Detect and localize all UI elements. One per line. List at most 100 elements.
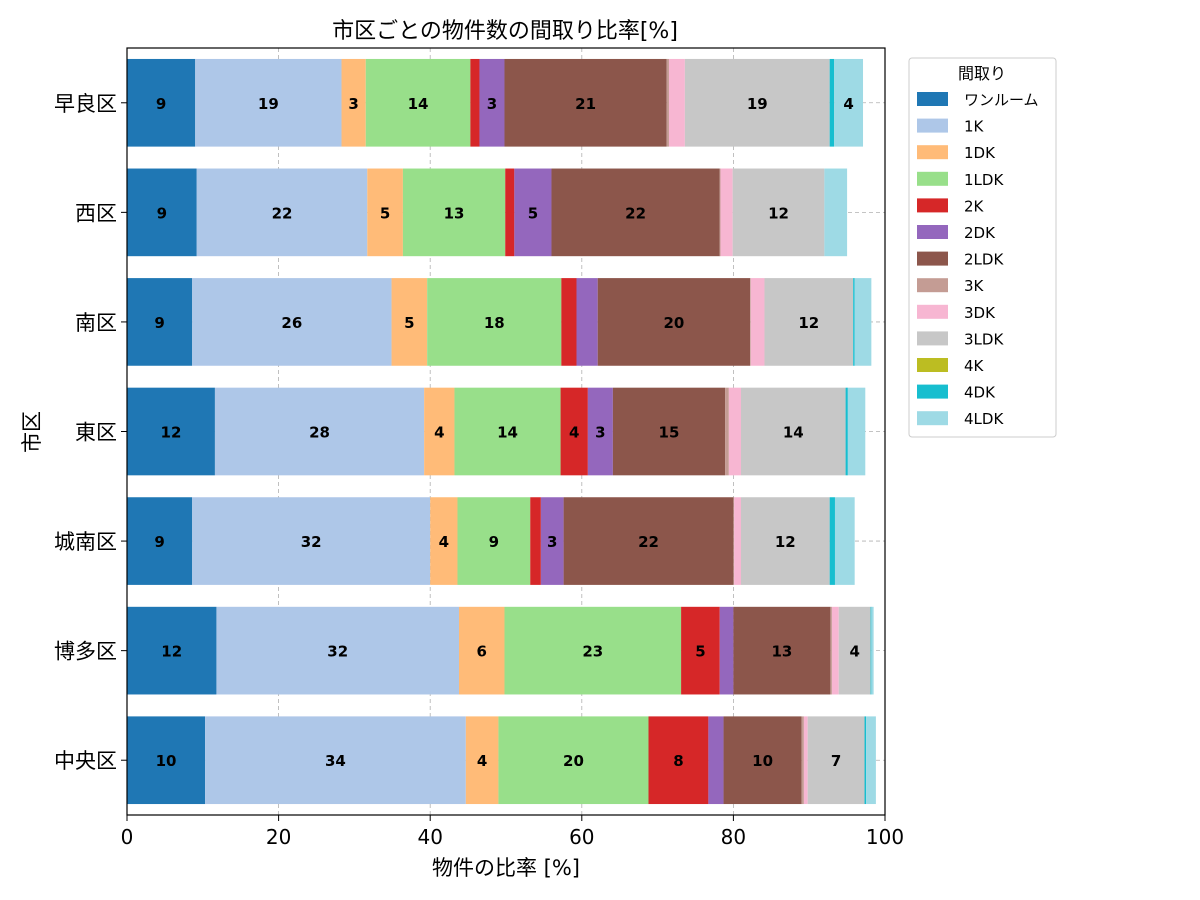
legend-label: 3DK	[964, 304, 996, 322]
data-label: 32	[327, 643, 348, 661]
bar-segment	[479, 58, 505, 147]
data-label: 5	[404, 314, 414, 332]
legend-label: 3K	[964, 277, 985, 295]
bar-segment	[725, 387, 729, 476]
bar-segment	[430, 497, 458, 585]
data-label: 9	[154, 533, 164, 551]
legend-swatch	[917, 384, 948, 399]
data-label: 12	[775, 533, 796, 551]
data-label: 12	[161, 643, 182, 661]
bar-segment	[514, 168, 552, 257]
y-axis-ticks: 中央区 博多区 城南区 東区 南区 西区 早良区	[54, 92, 127, 773]
bar-segment	[708, 716, 724, 805]
data-label: 5	[380, 204, 390, 222]
bar-segment	[723, 716, 802, 805]
data-label: 20	[663, 314, 684, 332]
bar-segment	[871, 606, 874, 695]
bar-segment	[127, 497, 193, 585]
bar-segment	[854, 278, 872, 366]
data-label: 9	[154, 314, 164, 332]
bar-segment	[560, 387, 588, 476]
data-label: 4	[434, 424, 444, 442]
bar-segment	[831, 606, 839, 695]
x-axis-label: 物件の比率 [%]	[432, 856, 580, 880]
bar-segment	[530, 497, 541, 585]
x-axis-ticks: 0 20 40 60 80 100	[121, 815, 904, 849]
bar-segment	[853, 278, 855, 366]
bar-segment	[470, 58, 480, 147]
data-label: 34	[325, 752, 346, 770]
data-label: 3	[487, 95, 497, 113]
bar-segment	[454, 387, 561, 476]
bar-segment	[563, 497, 734, 585]
data-label: 20	[563, 752, 584, 770]
bar-segment	[666, 58, 669, 147]
bar-segment	[719, 606, 734, 695]
legend-label: 1LDK	[964, 171, 1004, 189]
bar-segment	[127, 606, 217, 695]
chart-title: 市区ごとの物件数の間取り比率[%]	[332, 19, 678, 44]
legend-label: 4K	[964, 357, 985, 375]
data-label: 3	[595, 424, 605, 442]
x-tick-label: 0	[121, 825, 134, 849]
bar-segment	[612, 387, 726, 476]
legend-label: 3LDK	[964, 330, 1004, 348]
data-label: 32	[301, 533, 322, 551]
bar-segment	[719, 168, 721, 257]
legend-frame	[908, 57, 1057, 438]
data-label: 23	[582, 643, 603, 661]
bar-segment	[681, 606, 720, 695]
bar-segment	[733, 606, 831, 695]
bar-segment	[764, 278, 854, 366]
data-label: 13	[444, 204, 465, 222]
data-label: 22	[272, 204, 293, 222]
legend-swatch	[917, 304, 948, 319]
bar-segment	[504, 606, 682, 695]
bar-segment	[870, 606, 872, 695]
legend-swatch	[917, 278, 948, 293]
bar-segment	[195, 58, 342, 147]
data-label: 13	[771, 643, 792, 661]
bar-segment	[576, 278, 598, 366]
data-label: 21	[575, 95, 596, 113]
data-label: 9	[157, 204, 167, 222]
data-label: 4	[849, 643, 859, 661]
legend-swatch	[917, 225, 948, 239]
data-label: 5	[528, 204, 538, 222]
bar-segment	[196, 168, 368, 257]
data-label: 4	[569, 424, 579, 442]
data-label: 18	[484, 314, 505, 332]
bar-segment	[648, 716, 709, 805]
bar-segment	[365, 58, 471, 147]
bar-segment	[866, 716, 876, 805]
bar-segment	[424, 387, 455, 476]
y-tick-label: 西区	[75, 201, 117, 225]
x-tick-label: 60	[569, 825, 594, 849]
data-label: 14	[783, 424, 804, 442]
bar-segment	[829, 497, 835, 585]
bar-segment	[551, 168, 720, 257]
bar-segment	[427, 278, 562, 366]
data-label: 14	[497, 424, 518, 442]
bar-segment	[127, 168, 197, 257]
bar-segment	[834, 58, 864, 147]
y-tick-label: 中央区	[54, 749, 117, 773]
bar-segment	[864, 716, 867, 805]
legend-items: ワンルーム 1K 1DK 1LDK 2K 2DK 2LDK 3K 3DK 3LDK 4K 4DK 4LD…	[917, 91, 1039, 428]
bar-segment	[498, 716, 649, 805]
data-label: 3	[547, 533, 557, 551]
data-label: 4	[843, 95, 853, 113]
x-tick-label: 40	[417, 825, 442, 849]
bar-segment	[561, 278, 577, 366]
bar-segment	[750, 278, 751, 366]
data-label: 12	[161, 424, 182, 442]
bar-segment	[734, 497, 741, 585]
y-tick-label: 城南区	[54, 530, 117, 554]
bar-segment	[540, 497, 564, 585]
bar-segment	[127, 716, 206, 805]
bar-segment	[740, 387, 846, 476]
bar-segment	[192, 278, 392, 366]
bar-segment	[830, 606, 832, 695]
data-label: 6	[477, 643, 487, 661]
